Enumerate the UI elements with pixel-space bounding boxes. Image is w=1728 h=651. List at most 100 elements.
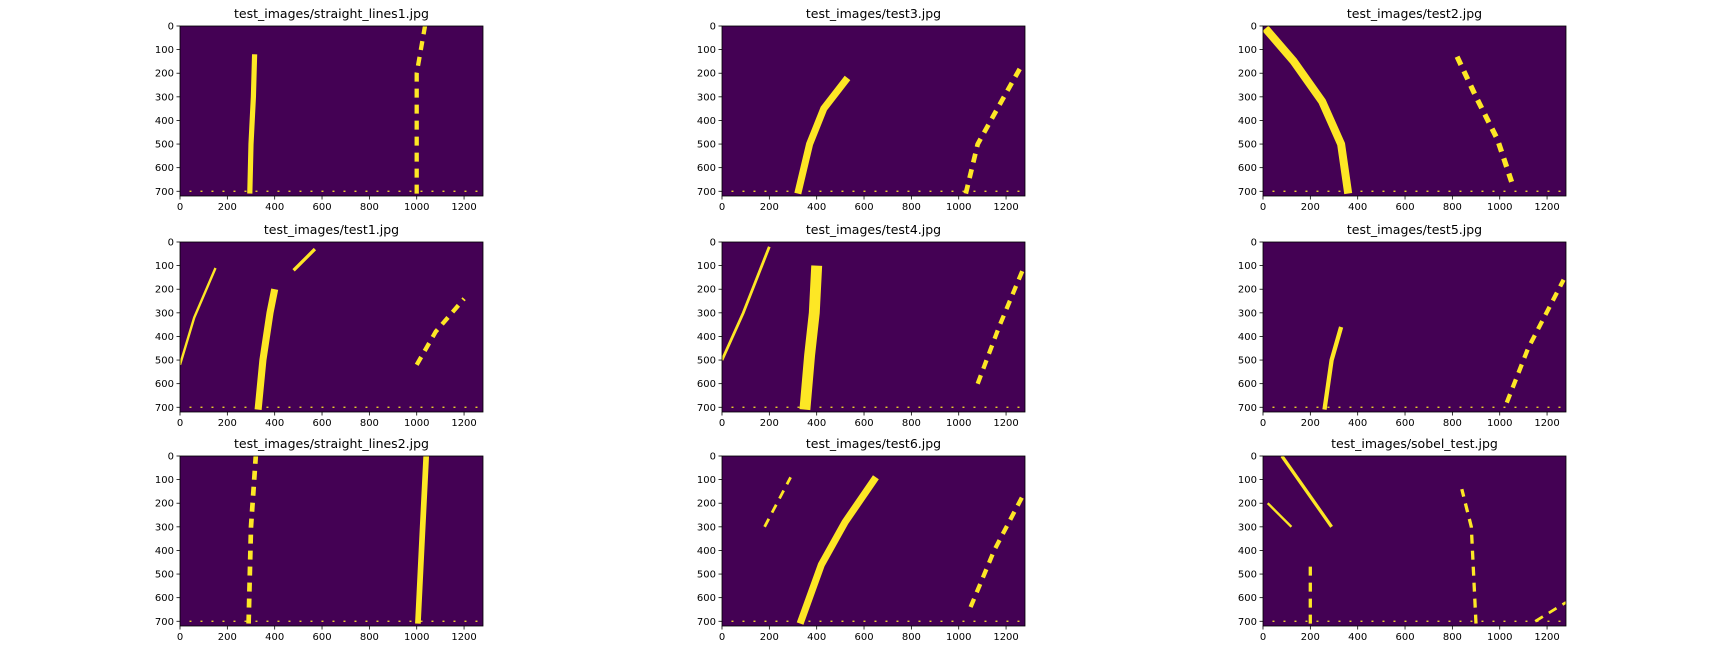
subplot-2: test_images/test3.jpg 0 200 400 600 800 1000 12…: [682, 6, 1065, 221]
x-tick-label: 1200: [1534, 632, 1559, 643]
x-tick-label: 1000: [404, 418, 429, 429]
x-tick-label: 1200: [1534, 202, 1559, 213]
x-tick-label: 1000: [946, 418, 971, 429]
y-tick-label: 600: [155, 593, 174, 604]
y-tick-label: 300: [1238, 92, 1257, 103]
y-tick-label: 200: [1238, 285, 1257, 296]
x-tick-label: 200: [1301, 632, 1320, 643]
y-tick-label: 100: [1238, 261, 1257, 272]
y-tick-label: 500: [1238, 356, 1257, 367]
lane-mark-1: [1322, 326, 1344, 410]
x-tick-label: 400: [807, 632, 826, 643]
y-tick-label: 100: [1238, 475, 1257, 486]
subplot-axes: 0 200 400 600 800 1000 1200 0 100 200 300 400 500 600…: [1238, 452, 1567, 643]
x-tick-label: 1000: [404, 632, 429, 643]
axes-frame: [179, 25, 484, 197]
y-tick-label: 0: [710, 22, 716, 33]
y-tick-label: 100: [155, 45, 174, 56]
lane-mark-1: [1280, 456, 1333, 528]
x-tick-label: 1200: [451, 418, 476, 429]
axes-frame: [179, 241, 484, 413]
y-tick-label: 200: [155, 285, 174, 296]
y-tick-label: 400: [697, 116, 716, 127]
x-tick-label: 800: [360, 202, 379, 213]
y-tick-label: 600: [1238, 163, 1257, 174]
y-tick-label: 400: [697, 332, 716, 343]
subplot-4: test_images/test1.jpg 0 200 400 600 800 1000 12…: [140, 222, 523, 437]
x-tick-label: 600: [854, 418, 873, 429]
subplot-axes: 0 200 400 600 800 1000 1200 0 100 200 300 400 500 600…: [1238, 22, 1567, 213]
lane-mark-2: [414, 26, 428, 194]
plot-background: [180, 456, 483, 626]
x-tick-label: 0: [177, 202, 183, 213]
subplot-title: test_images/test1.jpg: [263, 222, 400, 237]
lane-mark-1: [246, 456, 259, 624]
subplot-axes: 0 200 400 600 800 1000 1200 0 100 200 300 400 500 600…: [697, 22, 1026, 213]
x-tick-label: 800: [902, 202, 921, 213]
lane-mark-2: [1266, 502, 1293, 528]
subplot-axes: 0 200 400 600 800 1000 1200 0 100 200 300 400 500 600…: [697, 452, 1026, 643]
lane-mark-3: [968, 495, 1025, 608]
subplot-1: test_images/straight_lines1.jpg 0 200 400 60…: [140, 6, 523, 221]
y-tick-label: 0: [1251, 238, 1257, 249]
x-tick-label: 200: [1301, 202, 1320, 213]
axes-frame: [721, 455, 1026, 627]
axes-frame: [721, 25, 1026, 197]
y-tick-label: 400: [155, 546, 174, 557]
x-tick-label: 0: [1260, 418, 1266, 429]
lane-mark-2: [799, 265, 823, 411]
lane-mark-1: [722, 246, 771, 361]
y-tick-label: 400: [155, 332, 174, 343]
y-tick-label: 200: [697, 499, 716, 510]
x-tick-label: 1000: [1487, 418, 1512, 429]
subplot-6: test_images/test5.jpg 0 200 400 600 800 1000 12…: [1223, 222, 1606, 437]
subplot-axes: 0 200 400 600 800 1000 1200 0 100 200 300 400 500 600…: [1238, 238, 1567, 429]
x-tick-label: 0: [1260, 202, 1266, 213]
y-tick-label: 300: [1238, 522, 1257, 533]
x-tick-label: 600: [1395, 632, 1414, 643]
y-tick-label: 300: [155, 308, 174, 319]
y-tick-label: 100: [697, 475, 716, 486]
axes-frame: [1262, 25, 1567, 197]
x-tick-label: 200: [218, 418, 237, 429]
x-tick-label: 800: [902, 632, 921, 643]
x-tick-label: 200: [218, 632, 237, 643]
subplot-title: test_images/test5.jpg: [1346, 222, 1483, 237]
subplot-axes: 0 200 400 600 800 1000 1200 0 100 200 300 400 500 600…: [155, 452, 484, 643]
x-tick-label: 1200: [1534, 418, 1559, 429]
x-tick-label: 200: [218, 202, 237, 213]
x-tick-label: 600: [1395, 202, 1414, 213]
y-tick-label: 0: [168, 22, 174, 33]
plot-background: [180, 242, 483, 412]
subplot-title: test_images/sobel_test.jpg: [1331, 436, 1498, 451]
y-tick-label: 600: [1238, 379, 1257, 390]
x-tick-label: 1000: [946, 202, 971, 213]
subplot-axes: 0 200 400 600 800 1000 1200 0 100 200 300 400 500 600…: [155, 238, 484, 429]
lane-mark-4: [1460, 488, 1478, 624]
subplot-axes: 0 200 400 600 800 1000 1200 0 100 200 300 400 500 600…: [155, 22, 484, 213]
y-tick-label: 700: [1238, 617, 1257, 628]
x-tick-label: 200: [760, 418, 779, 429]
plot-background: [1263, 242, 1566, 412]
y-tick-label: 0: [710, 238, 716, 249]
y-tick-label: 0: [710, 452, 716, 463]
y-tick-label: 600: [697, 593, 716, 604]
y-tick-label: 500: [697, 570, 716, 581]
x-tick-label: 400: [1348, 418, 1367, 429]
lane-mark-3: [975, 269, 1025, 385]
x-tick-label: 1200: [451, 632, 476, 643]
y-tick-label: 600: [697, 163, 716, 174]
y-tick-label: 700: [155, 403, 174, 414]
x-tick-label: 1000: [946, 632, 971, 643]
x-tick-label: 1200: [451, 202, 476, 213]
lane-mark-1: [1263, 26, 1353, 195]
y-tick-label: 700: [1238, 187, 1257, 198]
x-tick-label: 0: [177, 632, 183, 643]
y-tick-label: 0: [1251, 22, 1257, 33]
x-tick-label: 600: [854, 632, 873, 643]
y-tick-label: 0: [168, 238, 174, 249]
y-tick-label: 0: [168, 452, 174, 463]
x-tick-label: 1200: [993, 202, 1018, 213]
lane-mark-1: [794, 75, 851, 195]
x-tick-label: 1200: [993, 632, 1018, 643]
